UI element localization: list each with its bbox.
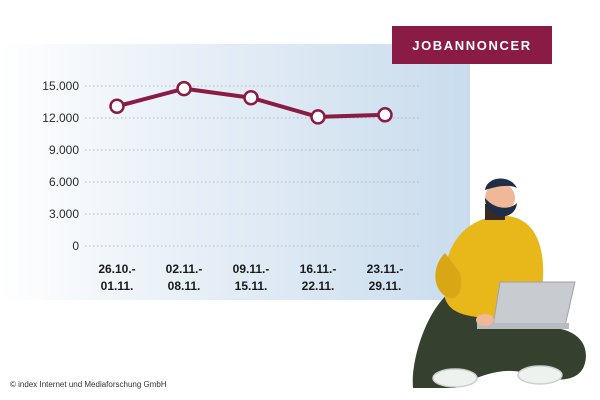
laptop-screen-icon [492, 281, 576, 327]
person-with-laptop-icon [412, 178, 586, 388]
badge-label: JOBANNONCER [412, 37, 532, 53]
x-category-label: 23.11.-29.11. [367, 262, 404, 293]
y-tick-label: 15.000 [42, 79, 79, 93]
x-category-label: 16.11.-22.11. [300, 262, 337, 293]
x-category-label: 26.10.-01.11. [98, 262, 135, 293]
y-tick-label: 9.000 [49, 143, 79, 157]
data-point [109, 98, 125, 115]
y-tick-label: 3.000 [49, 207, 79, 221]
left-shoe-icon [432, 368, 478, 388]
y-tick-label: 0 [72, 239, 79, 253]
data-point [310, 109, 326, 125]
y-tick-label: 12.000 [42, 111, 79, 125]
beard-shape [485, 198, 517, 217]
right-shoe-icon [517, 365, 563, 385]
data-point [176, 80, 192, 97]
chart-panel [0, 44, 470, 300]
left-arm-shape [435, 253, 462, 299]
hair-shape [485, 178, 517, 190]
jobannoncer-badge: JOBANNONCER [392, 26, 552, 64]
legs-shape [412, 285, 586, 388]
y-tick-label: 6.000 [49, 175, 79, 189]
data-point [243, 89, 259, 106]
x-category-label: 02.11.-08.11. [166, 262, 203, 293]
laptop-base-icon [477, 323, 569, 329]
copyright-text: © index Internet und Mediaforschung GmbH [10, 380, 167, 389]
data-point [377, 107, 393, 123]
x-category-label: 09.11.-15.11. [233, 262, 270, 293]
